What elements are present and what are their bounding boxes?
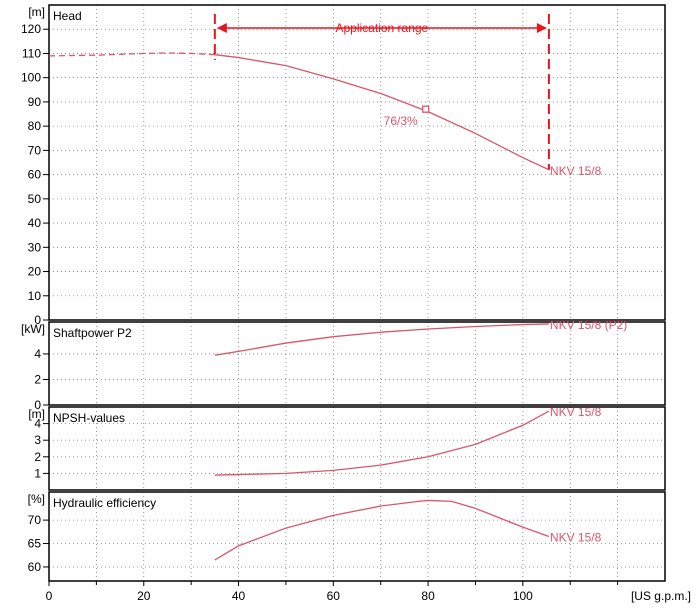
x-tick-label: 60 xyxy=(327,589,341,603)
series-label: NKV 15/8 xyxy=(550,405,602,419)
x-tick-label: 0 xyxy=(46,589,53,603)
shaftpower-panel-title: Shaftpower P2 xyxy=(53,326,132,340)
y-tick-label: 110 xyxy=(22,46,41,60)
head-unit-label: [m] xyxy=(28,5,45,19)
y-tick-label: 40 xyxy=(28,216,42,230)
range-arrow-left-head xyxy=(216,23,227,33)
y-tick-label: 70 xyxy=(28,513,42,527)
y-tick-label: 20 xyxy=(28,265,42,279)
npsh-unit-label: [m] xyxy=(28,407,45,421)
head-panel-title: Head xyxy=(53,9,82,23)
shaftpower-unit-label: [kW] xyxy=(21,322,45,336)
y-tick-label: 0 xyxy=(34,398,41,412)
y-tick-label: 50 xyxy=(28,192,42,206)
x-tick-label: 40 xyxy=(232,589,246,603)
y-tick-label: 10 xyxy=(28,289,42,303)
series-label: NKV 15/8 xyxy=(550,164,602,178)
y-tick-label: 4 xyxy=(34,347,41,361)
efficiency-unit-label: [%] xyxy=(28,492,45,506)
efficiency-panel-title: Hydraulic efficiency xyxy=(53,496,156,510)
y-tick-label: 70 xyxy=(28,143,42,157)
head-panel-frame xyxy=(48,4,666,321)
x-tick-label: 20 xyxy=(137,589,151,603)
duty-point-marker xyxy=(422,105,430,113)
y-tick-label: 65 xyxy=(28,537,42,551)
npsh-panel-frame xyxy=(48,406,666,491)
y-tick-label: 0 xyxy=(34,313,41,327)
series-line xyxy=(214,323,549,356)
y-tick-label: 90 xyxy=(28,95,42,109)
series-label: NKV 15/8 (P2) xyxy=(550,318,627,332)
y-tick-label: 1 xyxy=(34,466,41,480)
shaftpower-panel-frame xyxy=(48,321,666,406)
series-line xyxy=(214,410,550,476)
y-tick-label: 80 xyxy=(28,119,42,133)
range-label: Application range xyxy=(336,21,429,35)
y-tick-label: 120 xyxy=(21,22,41,36)
y-tick-label: 60 xyxy=(28,560,42,574)
efficiency-panel-frame xyxy=(48,491,666,582)
range-arrow-right-head xyxy=(536,23,547,33)
series-line xyxy=(214,499,550,561)
y-tick-label: 100 xyxy=(21,71,41,85)
series-label: NKV 15/8 xyxy=(550,531,602,545)
y-tick-label: 2 xyxy=(34,450,41,464)
series-line xyxy=(214,54,550,171)
y-tick-label: 30 xyxy=(28,240,42,254)
y-tick-label: 3 xyxy=(34,433,41,447)
npsh-panel-title: NPSH-values xyxy=(53,411,125,425)
y-tick-label: 2 xyxy=(34,372,41,386)
y-tick-label: 4 xyxy=(34,417,41,431)
x-unit-label: [US g.p.m.] xyxy=(631,589,691,603)
x-tick-label: 80 xyxy=(421,589,435,603)
x-tick-label: 100 xyxy=(513,589,533,603)
y-tick-label: 60 xyxy=(28,168,42,182)
duty-point-label: 76/3% xyxy=(384,114,418,128)
